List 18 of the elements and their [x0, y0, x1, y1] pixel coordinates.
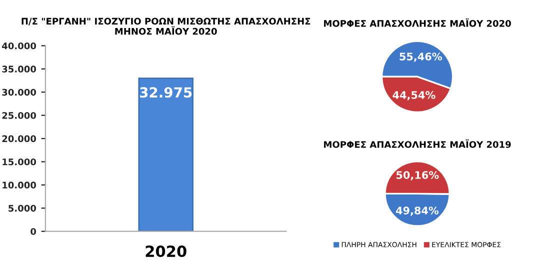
chart-title: ΜΟΡΦΕΣ ΑΠΑΣΧΟΛΗΣΗΣ ΜΑΪΟΥ 2019 — [324, 139, 511, 148]
data-label: 49,84% — [396, 206, 439, 216]
data-label: 44,54% — [392, 91, 436, 100]
data-label: 55,46% — [400, 52, 442, 62]
y-tick-label: 40.000 — [2, 42, 36, 50]
y-tick-label: 10.000 — [2, 182, 36, 188]
chart-title: ΜΟΡΦΕΣ ΑΠΑΣΧΟΛΗΣΗΣ ΜΑΪΟΥ 2020 — [324, 18, 511, 27]
data-label: 32.975 — [140, 87, 192, 98]
data-label: 50,16% — [396, 171, 439, 180]
x-tick-label: 2020 — [146, 246, 186, 258]
y-tick-label: 15.000 — [2, 158, 36, 166]
y-tick-label: 20.000 — [2, 135, 36, 142]
y-tick-label: 0 — [30, 228, 36, 235]
y-tick-label: 25.000 — [2, 112, 36, 119]
y-tick-label: 30.000 — [2, 88, 36, 96]
y-tick-label: 5.000 — [8, 204, 36, 212]
y-tick-label: 35.000 — [2, 66, 36, 72]
chart-title: Π/Σ "ΕΡΓΑΝΗ" ΙΣΟΖΥΓΙΟ ΡΟΩΝ ΜΙΣΘΩΤΗΣ ΑΠΑΣΧΟΛΗΣΗΣ ΜΗΝΟΣ ΜΑΪΟΥ 2020 — [22, 18, 310, 35]
